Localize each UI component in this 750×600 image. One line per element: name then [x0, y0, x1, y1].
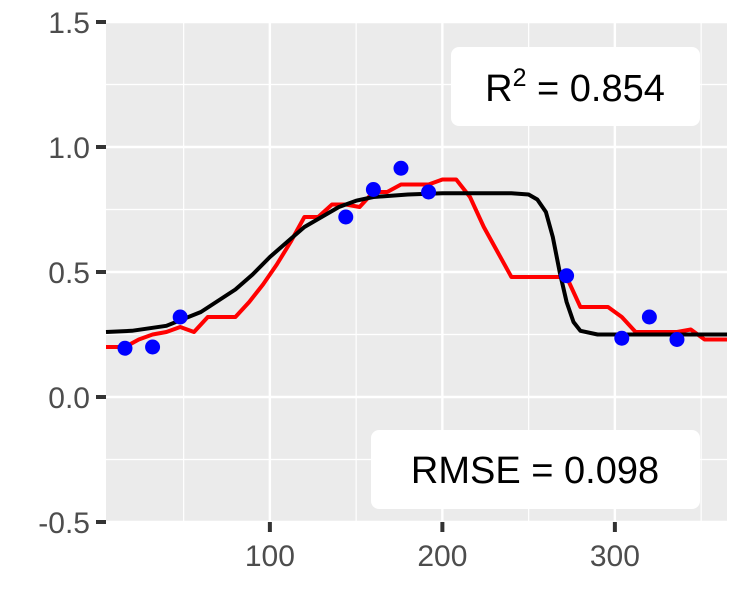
data-point — [393, 160, 409, 176]
series-layer — [105, 177, 727, 349]
r2-annotation: R2 = 0.854 — [451, 47, 700, 126]
data-point — [641, 309, 657, 325]
r2-annotation-box — [451, 47, 700, 126]
data-point — [145, 339, 161, 355]
tick-labels: -0.5 0.0 0.5 1.0 1.5 100 200 300 — [38, 7, 640, 573]
data-point — [421, 184, 437, 200]
y-tick-label: 1.0 — [48, 132, 90, 165]
y-tick-label: -0.5 — [38, 507, 90, 540]
r2-prefix: R — [485, 68, 512, 110]
data-point — [614, 330, 630, 346]
r2-superscript: 2 — [513, 64, 527, 92]
black-fit-curve — [105, 191, 727, 337]
x-tick-label: 300 — [590, 540, 640, 573]
y-tick-label: 1.5 — [48, 7, 90, 40]
red-step-line — [106, 177, 727, 349]
x-tick-label: 200 — [417, 540, 467, 573]
y-tick-label: 0.0 — [48, 382, 90, 415]
data-point — [365, 182, 381, 197]
data-point — [172, 309, 188, 325]
data-point — [559, 268, 575, 284]
r2-suffix: = 0.854 — [526, 68, 664, 110]
x-tick-label: 100 — [245, 540, 295, 573]
r2-annotation-text: R2 = 0.854 — [485, 64, 665, 110]
rmse-annotation-text: RMSE = 0.098 — [411, 450, 659, 492]
data-point — [669, 332, 685, 347]
axis-ticks — [96, 20, 617, 532]
rmse-annotation-box — [371, 430, 700, 509]
data-point — [117, 340, 133, 356]
y-tick-label: 0.5 — [48, 257, 90, 290]
rmse-annotation: RMSE = 0.098 — [371, 430, 700, 509]
data-point — [338, 209, 354, 225]
points-layer — [117, 160, 685, 356]
